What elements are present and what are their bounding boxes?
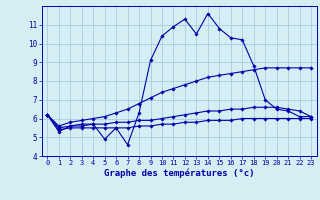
X-axis label: Graphe des températures (°c): Graphe des températures (°c) bbox=[104, 169, 254, 178]
